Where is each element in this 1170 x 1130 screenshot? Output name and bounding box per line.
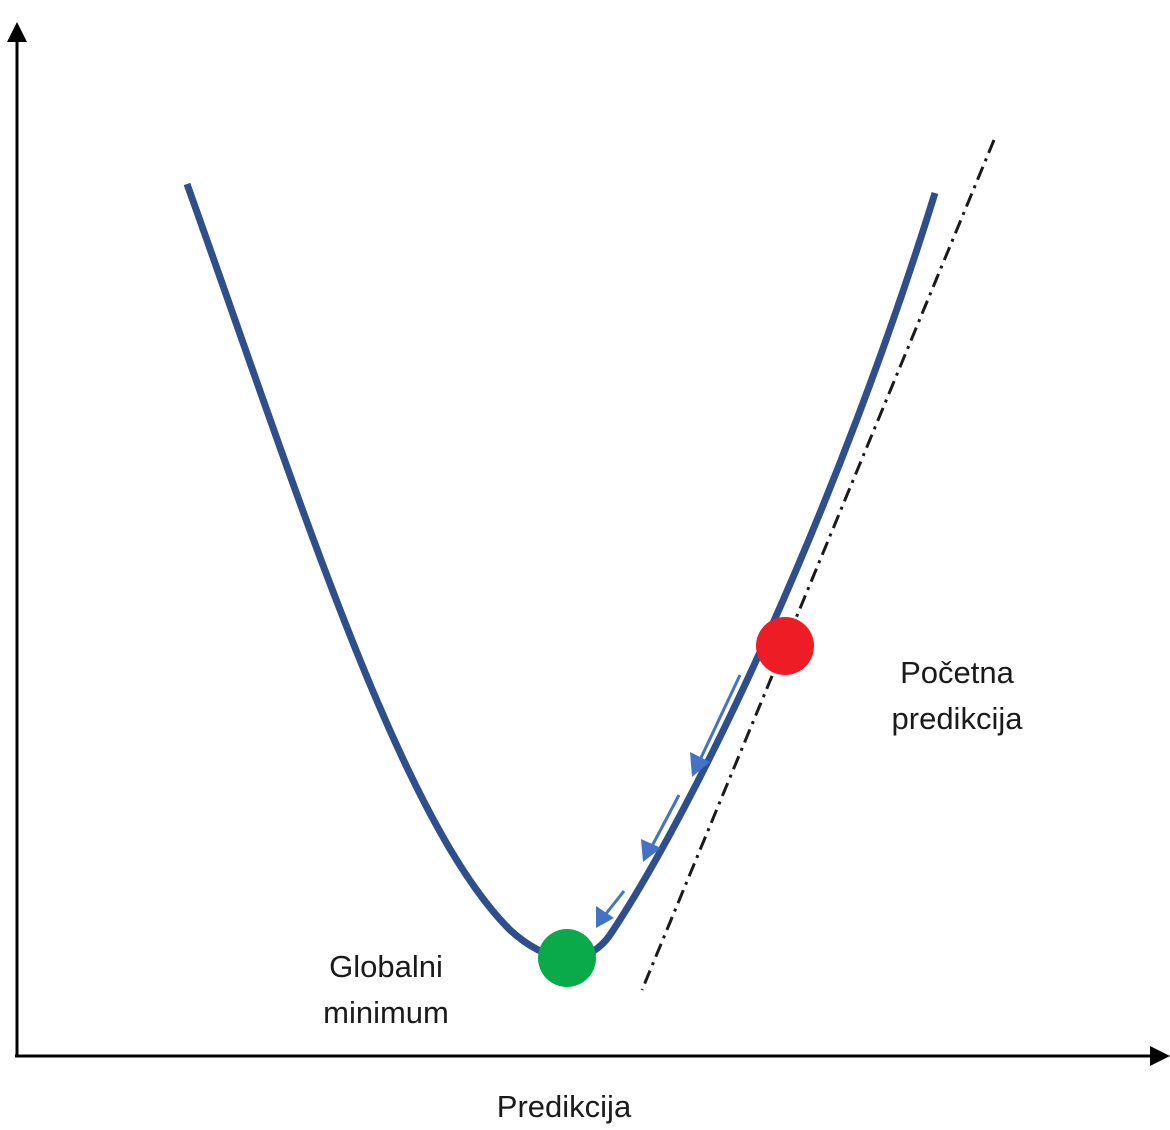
global-minimum-label-line2: minimum [296, 990, 476, 1036]
loss-curve [187, 184, 935, 958]
global-minimum-label: Globalni minimum [296, 944, 476, 1036]
start-point [756, 617, 814, 675]
start-prediction-label: Početna predikcija [862, 650, 1052, 742]
global-minimum-point [538, 929, 596, 987]
start-prediction-label-line2: predikcija [862, 696, 1052, 742]
tangent-line [642, 140, 994, 990]
start-prediction-label-line1: Početna [862, 650, 1052, 696]
step-arrow [690, 675, 740, 777]
x-axis-arrowhead [1150, 1046, 1170, 1066]
global-minimum-label-line1: Globalni [296, 944, 476, 990]
x-axis-label: Predikcija [464, 1084, 664, 1130]
y-axis-arrowhead [7, 22, 27, 42]
